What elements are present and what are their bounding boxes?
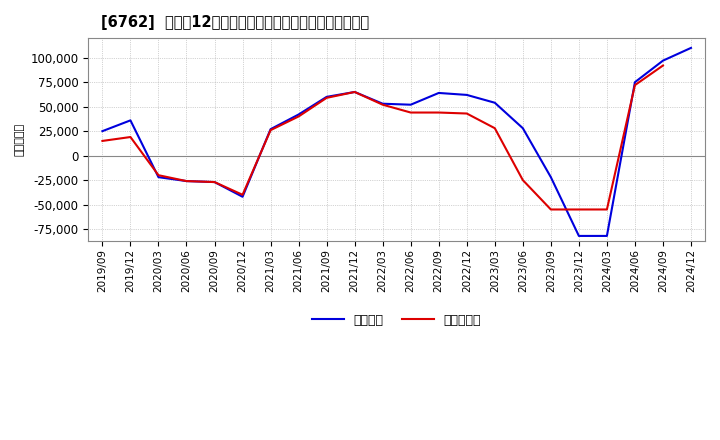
当期純利益 xyxy=(210,180,219,185)
当期純利益 xyxy=(406,110,415,115)
当期純利益 xyxy=(323,95,331,100)
当期純利益 xyxy=(182,179,191,184)
経常利益 xyxy=(434,90,443,95)
当期純利益 xyxy=(294,114,303,119)
当期純利益 xyxy=(434,110,443,115)
当期純利益 xyxy=(238,192,247,198)
経常利益 xyxy=(294,112,303,117)
当期純利益 xyxy=(659,63,667,68)
経常利益 xyxy=(631,80,639,85)
経常利益 xyxy=(406,102,415,107)
経常利益 xyxy=(351,89,359,95)
当期純利益 xyxy=(546,207,555,212)
当期純利益 xyxy=(490,125,499,131)
当期純利益 xyxy=(126,134,135,139)
経常利益 xyxy=(659,58,667,63)
経常利益 xyxy=(210,180,219,185)
当期純利益 xyxy=(154,172,163,178)
当期純利益 xyxy=(603,207,611,212)
経常利益 xyxy=(126,118,135,123)
経常利益 xyxy=(546,175,555,180)
Line: 当期純利益: 当期純利益 xyxy=(102,66,663,209)
当期純利益 xyxy=(98,138,107,143)
経常利益 xyxy=(490,100,499,106)
Text: [6762]  利益の12か月移動合計の対前年同期増減額の推移: [6762] 利益の12か月移動合計の対前年同期増減額の推移 xyxy=(101,15,369,30)
当期純利益 xyxy=(462,111,471,116)
経常利益 xyxy=(462,92,471,98)
経常利益 xyxy=(575,233,583,238)
Legend: 経常利益, 当期純利益: 経常利益, 当期純利益 xyxy=(307,308,486,331)
経常利益 xyxy=(687,45,696,51)
当期純利益 xyxy=(631,82,639,88)
経常利益 xyxy=(603,233,611,238)
経常利益 xyxy=(266,127,275,132)
当期純利益 xyxy=(518,177,527,183)
当期純利益 xyxy=(351,89,359,95)
当期純利益 xyxy=(575,207,583,212)
当期純利益 xyxy=(266,128,275,133)
経常利益 xyxy=(379,101,387,106)
経常利益 xyxy=(98,128,107,134)
経常利益 xyxy=(182,179,191,184)
経常利益 xyxy=(154,175,163,180)
Y-axis label: （百万円）: （百万円） xyxy=(15,123,25,156)
当期純利益 xyxy=(379,102,387,107)
経常利益 xyxy=(238,194,247,199)
経常利益 xyxy=(518,125,527,131)
経常利益 xyxy=(323,94,331,99)
Line: 経常利益: 経常利益 xyxy=(102,48,691,236)
